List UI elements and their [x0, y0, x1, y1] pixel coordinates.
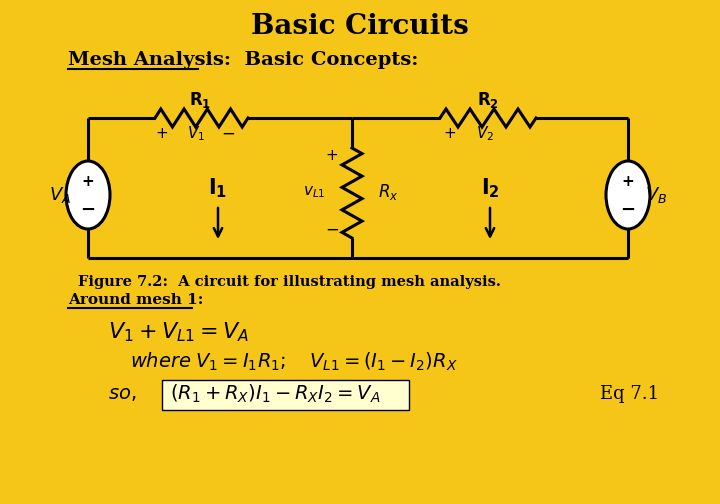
Text: +: +: [621, 173, 634, 188]
Text: $V_A$: $V_A$: [49, 185, 71, 205]
Text: −: −: [221, 125, 235, 143]
Text: $where \; V_1 = I_1 R_1; \quad V_{L1} = (I_1 - I_2)R_X$: $where \; V_1 = I_1 R_1; \quad V_{L1} = …: [130, 351, 458, 373]
Text: +: +: [156, 127, 168, 142]
Text: Mesh Analysis:  Basic Concepts:: Mesh Analysis: Basic Concepts:: [68, 51, 418, 69]
Text: $V_1$: $V_1$: [187, 124, 205, 143]
Text: $so,$: $so,$: [108, 385, 136, 403]
Text: −: −: [325, 221, 339, 239]
Text: $v_{L1}$: $v_{L1}$: [303, 184, 326, 200]
Ellipse shape: [66, 161, 110, 229]
Text: $\mathbf{R_2}$: $\mathbf{R_2}$: [477, 90, 499, 110]
Text: $\mathbf{I_1}$: $\mathbf{I_1}$: [208, 176, 228, 200]
Text: $V_2$: $V_2$: [476, 124, 494, 143]
Text: $R_x$: $R_x$: [378, 182, 399, 202]
Text: $\mathbf{I_2}$: $\mathbf{I_2}$: [480, 176, 500, 200]
Text: $(R_1 + R_X)I_1 - R_X I_2 = V_A$: $(R_1 + R_X)I_1 - R_X I_2 = V_A$: [170, 383, 380, 405]
Text: +: +: [81, 173, 94, 188]
Ellipse shape: [606, 161, 650, 229]
Text: Around mesh 1:: Around mesh 1:: [68, 293, 203, 307]
Text: −: −: [621, 201, 636, 219]
Text: Eq 7.1: Eq 7.1: [600, 385, 659, 403]
Text: $V_1 + V_{L1} = V_A$: $V_1 + V_{L1} = V_A$: [108, 320, 250, 344]
Text: Figure 7.2:  A circuit for illustrating mesh analysis.: Figure 7.2: A circuit for illustrating m…: [78, 275, 501, 289]
Text: Basic Circuits: Basic Circuits: [251, 13, 469, 39]
Text: $\mathbf{R_1}$: $\mathbf{R_1}$: [189, 90, 211, 110]
FancyBboxPatch shape: [162, 380, 409, 410]
Text: $V_B$: $V_B$: [645, 185, 667, 205]
Text: +: +: [444, 127, 456, 142]
Text: −: −: [81, 201, 96, 219]
Text: +: +: [325, 149, 338, 163]
